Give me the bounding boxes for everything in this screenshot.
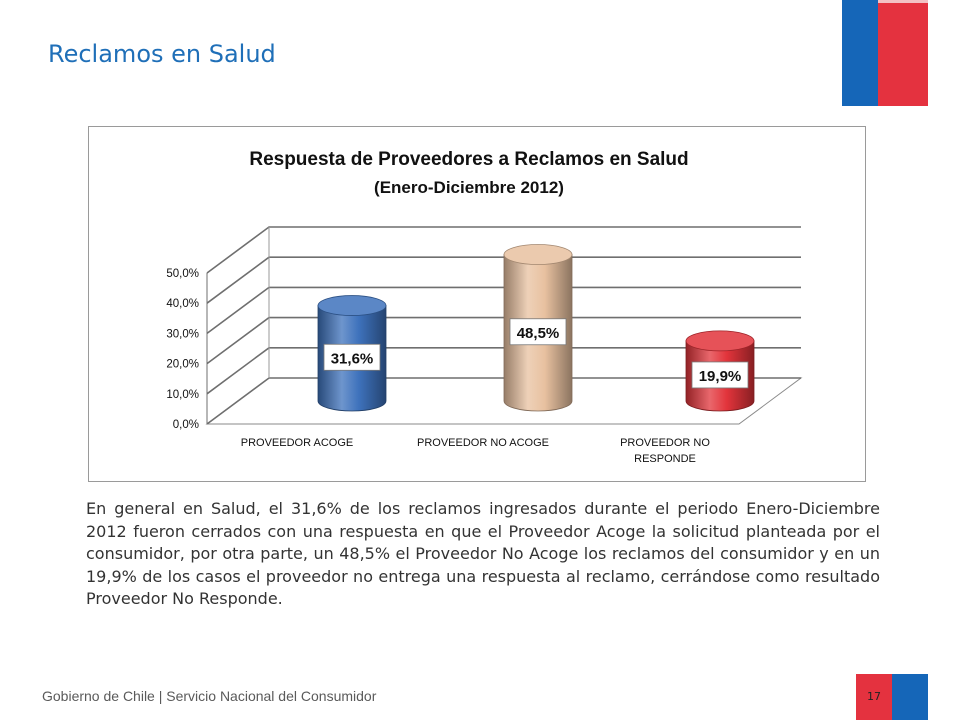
bar-top — [317, 295, 387, 316]
bar-1: 48,5% — [503, 244, 573, 412]
data-label: 48,5% — [517, 325, 560, 342]
bar-2: 19,9% — [685, 330, 755, 412]
y-tick-label: 30,0% — [166, 328, 199, 340]
data-label-box — [691, 361, 749, 389]
category-label: PROVEEDOR NO — [620, 437, 710, 449]
category-label: PROVEEDOR ACOGE — [241, 437, 353, 449]
page-title: Reclamos en Salud — [48, 40, 276, 68]
category-label: PROVEEDOR NO ACOGE — [417, 437, 549, 449]
data-label-box — [509, 318, 567, 346]
y-tick-label: 50,0% — [166, 268, 199, 280]
bar-top — [685, 330, 755, 352]
data-label: 19,9% — [699, 368, 742, 385]
category-label: RESPONDE — [634, 453, 696, 465]
flag-blue-band — [842, 0, 878, 106]
y-tick-label: 10,0% — [166, 389, 199, 401]
flag-top-line — [878, 0, 928, 3]
footer-flag-blue — [892, 674, 928, 720]
data-label-box — [323, 343, 381, 371]
y-tick-label: 0,0% — [173, 419, 199, 431]
chile-flag-stripe — [842, 0, 928, 106]
bar-0: 31,6% — [317, 295, 387, 412]
bar-chart: Respuesta de Proveedores a Reclamos en S… — [166, 149, 803, 465]
flag-red-band — [878, 0, 928, 106]
chart-frame: Respuesta de Proveedores a Reclamos en S… — [88, 126, 866, 482]
chart-subtitle: (Enero-Diciembre 2012) — [374, 178, 564, 197]
y-tick-label: 40,0% — [166, 298, 199, 310]
data-label: 31,6% — [331, 350, 374, 367]
page-number: 17 — [867, 690, 881, 703]
bar-top — [503, 244, 573, 265]
summary-paragraph: En general en Salud, el 31,6% de los rec… — [86, 499, 880, 609]
footer-organization: Gobierno de Chile | Servicio Nacional de… — [42, 688, 377, 704]
footer-flag-red — [856, 674, 892, 720]
footer-flag — [856, 674, 928, 720]
chart-title: Respuesta de Proveedores a Reclamos en S… — [249, 149, 688, 170]
y-tick-label: 20,0% — [166, 359, 199, 371]
